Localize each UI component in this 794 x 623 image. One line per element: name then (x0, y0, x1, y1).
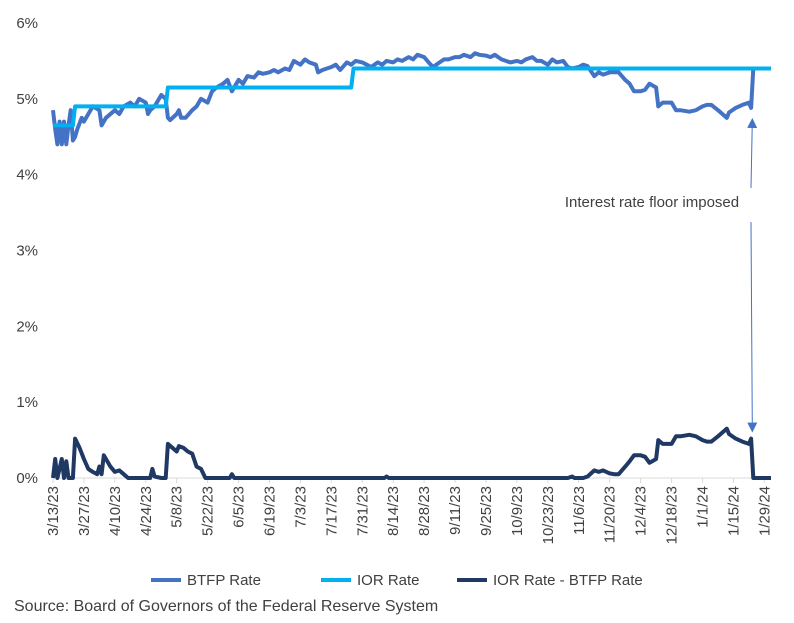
y-tick-label: 5% (16, 91, 38, 108)
x-tick-label: 11/20/23 (602, 486, 619, 543)
x-tick-label: 5/22/23 (200, 486, 217, 536)
legend-label-ior-rate-btfp-rate: IOR Rate - BTFP Rate (493, 572, 643, 589)
y-axis-labels: 0% 1% 2% 3% 4% 5% 6% (16, 15, 38, 487)
legend-label-ior-rate: IOR Rate (357, 572, 420, 589)
x-tick-label: 9/11/23 (447, 486, 464, 535)
x-axis-labels: 3/13/23 3/27/23 4/10/23 4/24/23 5/8/23 5/22/2… (45, 486, 773, 544)
annotation: Interest rate floor imposed (565, 117, 758, 433)
x-tick-label: 7/17/23 (323, 486, 340, 536)
series-line-ior-rate (53, 66, 771, 128)
annotation-arrow-up (747, 117, 758, 189)
x-tick-label: 3/27/23 (76, 486, 93, 536)
x-tick-label: 1/29/24 (756, 486, 773, 536)
x-tick-label: 1/15/24 (725, 486, 742, 536)
y-tick-label: 2% (16, 318, 38, 335)
legend-label-btfp-rate: BTFP Rate (187, 572, 261, 589)
source-note: Source: Board of Governors of the Federa… (14, 598, 439, 615)
x-tick-label: 10/23/23 (540, 486, 557, 544)
series-line-ior-rate-btfp-rate (51, 426, 771, 480)
x-tick-label: 6/19/23 (262, 486, 279, 536)
x-tick-label: 5/8/23 (169, 486, 186, 528)
x-tick-label: 4/10/23 (107, 486, 124, 536)
series-lines (51, 51, 771, 480)
x-tick-label: 7/31/23 (354, 486, 371, 536)
x-tick-label: 12/4/23 (633, 486, 650, 536)
legend: BTFP Rate IOR Rate IOR Rate - BTFP Rate (151, 572, 643, 589)
y-tick-label: 4% (16, 167, 38, 184)
annotation-text: Interest rate floor imposed (565, 194, 739, 211)
x-tick-label: 11/6/23 (571, 486, 588, 535)
x-tick-label: 8/14/23 (385, 486, 402, 536)
x-tick-label: 6/5/23 (231, 486, 248, 528)
y-tick-label: 1% (16, 394, 38, 411)
x-tick-label: 3/13/23 (45, 486, 62, 536)
y-tick-label: 6% (16, 15, 38, 32)
x-tick-label: 8/28/23 (416, 486, 433, 536)
y-tick-label: 0% (16, 470, 38, 487)
x-tick-label: 12/18/23 (664, 486, 681, 544)
x-tick-label: 1/1/24 (695, 486, 712, 528)
annotation-arrow-down (747, 221, 758, 433)
x-tick-label: 10/9/23 (509, 486, 526, 536)
series-line-btfp-rate (51, 51, 771, 147)
x-tick-label: 9/25/23 (478, 486, 495, 536)
x-tick-label: 7/3/23 (292, 486, 309, 528)
x-tick-label: 4/24/23 (138, 486, 155, 536)
y-tick-label: 3% (16, 243, 38, 260)
